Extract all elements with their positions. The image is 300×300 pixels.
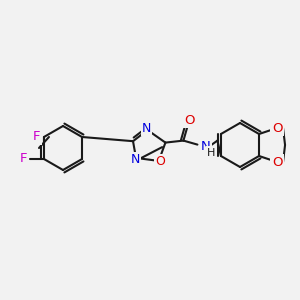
- Text: O: O: [272, 155, 282, 169]
- Text: O: O: [155, 155, 165, 168]
- Text: F: F: [33, 130, 41, 143]
- Text: O: O: [184, 114, 195, 127]
- Text: N: N: [130, 153, 140, 167]
- Text: N: N: [200, 140, 210, 153]
- Text: O: O: [272, 122, 282, 134]
- Text: N: N: [142, 122, 151, 135]
- Text: F: F: [20, 152, 28, 166]
- Text: H: H: [207, 148, 216, 158]
